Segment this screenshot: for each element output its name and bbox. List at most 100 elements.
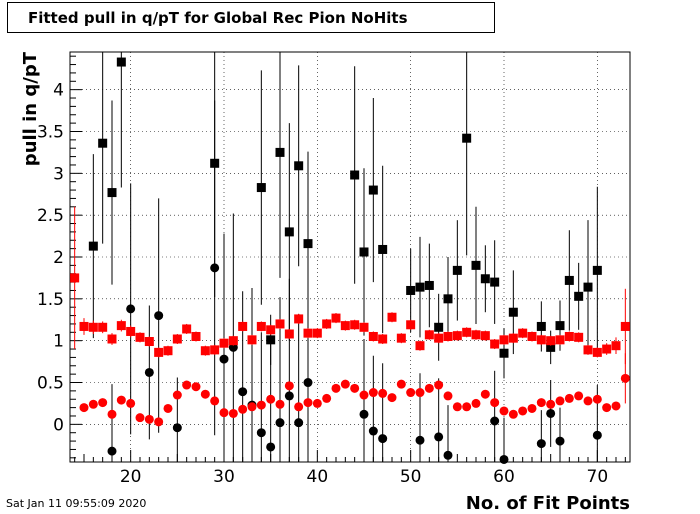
data-point bbox=[88, 322, 98, 332]
data-point bbox=[79, 321, 89, 331]
data-point bbox=[144, 337, 154, 347]
y-axis-label: pull in q/pT bbox=[20, 51, 41, 166]
x-tick-label: 50 bbox=[400, 467, 422, 487]
data-point bbox=[340, 379, 350, 389]
x-axis-label: No. of Fit Points bbox=[466, 493, 630, 514]
data-point bbox=[518, 406, 528, 416]
data-point bbox=[406, 320, 416, 330]
data-point bbox=[163, 403, 173, 413]
y-tick-label: 3.5 bbox=[37, 122, 64, 142]
data-point bbox=[555, 396, 565, 406]
data-point bbox=[350, 170, 360, 180]
data-point bbox=[527, 331, 537, 341]
data-point bbox=[443, 450, 453, 460]
data-point bbox=[415, 282, 425, 292]
data-point bbox=[275, 418, 285, 428]
data-point bbox=[322, 393, 332, 403]
data-point bbox=[499, 454, 509, 464]
data-point bbox=[620, 321, 630, 331]
data-point bbox=[564, 393, 574, 403]
data-point bbox=[238, 404, 248, 414]
data-point bbox=[602, 403, 612, 413]
data-point bbox=[247, 335, 257, 345]
data-point bbox=[564, 331, 574, 341]
data-point bbox=[518, 328, 528, 338]
data-point bbox=[312, 398, 322, 408]
data-point bbox=[415, 388, 425, 398]
data-point bbox=[536, 335, 546, 345]
data-point bbox=[210, 396, 220, 406]
data-point bbox=[443, 331, 453, 341]
data-point bbox=[88, 241, 98, 251]
data-point bbox=[443, 391, 453, 401]
data-point bbox=[144, 367, 154, 377]
data-point bbox=[266, 394, 276, 404]
timestamp: Sat Jan 11 09:55:09 2020 bbox=[6, 497, 147, 510]
data-point bbox=[555, 321, 565, 331]
data-point bbox=[434, 380, 444, 390]
data-point bbox=[499, 335, 509, 345]
data-point bbox=[331, 383, 341, 393]
data-point bbox=[546, 342, 556, 352]
data-point bbox=[210, 345, 220, 355]
data-point bbox=[499, 348, 509, 358]
data-point bbox=[294, 314, 304, 324]
data-point bbox=[424, 330, 434, 340]
data-point bbox=[172, 423, 182, 433]
data-point bbox=[182, 380, 192, 390]
data-point bbox=[200, 346, 210, 356]
data-point bbox=[574, 391, 584, 401]
data-point bbox=[471, 398, 481, 408]
data-point bbox=[359, 390, 369, 400]
data-point bbox=[219, 408, 229, 418]
data-point bbox=[508, 333, 518, 343]
data-point bbox=[368, 426, 378, 436]
data-point bbox=[480, 389, 490, 399]
data-point bbox=[527, 403, 537, 413]
data-point bbox=[378, 244, 388, 254]
data-point bbox=[219, 354, 229, 364]
data-point bbox=[322, 319, 332, 329]
data-point bbox=[303, 328, 313, 338]
data-point bbox=[98, 398, 108, 408]
data-point bbox=[490, 416, 500, 426]
data-point bbox=[490, 398, 500, 408]
data-point bbox=[536, 398, 546, 408]
data-point bbox=[247, 402, 257, 412]
data-point bbox=[583, 396, 593, 406]
data-point bbox=[116, 321, 126, 331]
x-tick-label: 30 bbox=[213, 467, 235, 487]
data-point bbox=[499, 406, 509, 416]
data-point bbox=[359, 409, 369, 419]
data-point bbox=[70, 273, 80, 283]
data-point bbox=[191, 382, 201, 392]
data-point bbox=[424, 383, 434, 393]
data-point bbox=[592, 265, 602, 275]
data-point bbox=[555, 436, 565, 446]
data-point bbox=[256, 428, 266, 438]
data-point bbox=[126, 326, 136, 336]
data-point bbox=[452, 402, 462, 412]
data-point bbox=[144, 414, 154, 424]
data-point bbox=[135, 332, 145, 342]
data-point bbox=[331, 313, 341, 323]
data-point bbox=[378, 434, 388, 444]
data-point bbox=[294, 418, 304, 428]
data-point bbox=[284, 329, 294, 339]
data-point bbox=[378, 388, 388, 398]
x-tick-label: 20 bbox=[120, 467, 142, 487]
data-point bbox=[340, 321, 350, 331]
data-point bbox=[611, 341, 621, 351]
data-point bbox=[107, 409, 117, 419]
data-point bbox=[583, 345, 593, 355]
data-point bbox=[107, 446, 117, 456]
data-point bbox=[536, 321, 546, 331]
y-tick-label: 4 bbox=[53, 81, 64, 101]
data-point bbox=[452, 265, 462, 275]
data-point bbox=[256, 400, 266, 410]
data-point bbox=[303, 398, 313, 408]
data-point bbox=[88, 399, 98, 409]
data-point bbox=[275, 399, 285, 409]
data-point bbox=[98, 322, 108, 332]
data-point bbox=[182, 324, 192, 334]
